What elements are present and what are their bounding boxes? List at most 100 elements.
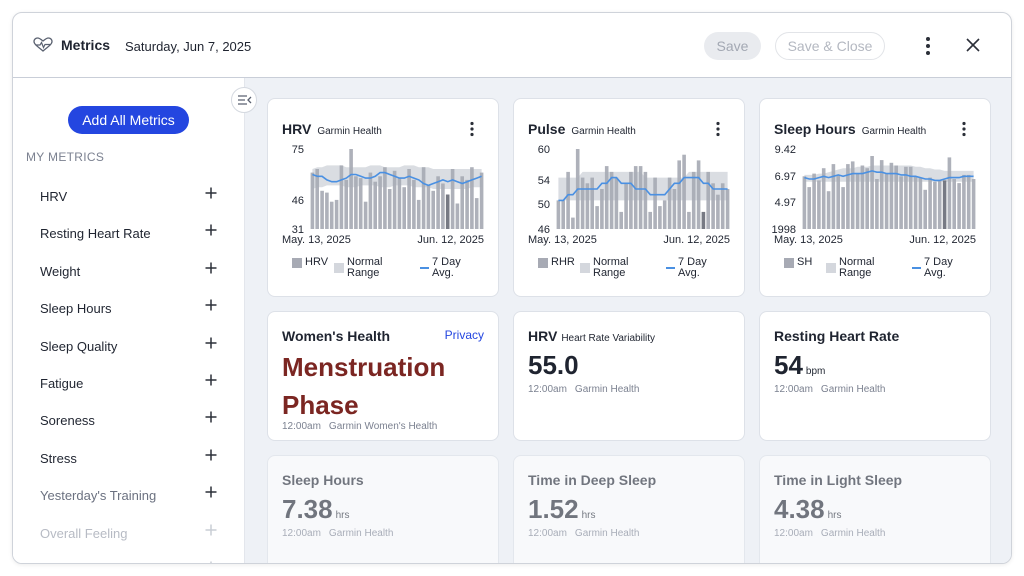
chart-bar <box>441 183 445 229</box>
chart-bar <box>821 168 826 229</box>
sidebar-item[interactable]: Sickness <box>13 552 244 564</box>
chart-bar <box>329 201 334 229</box>
add-all-metrics-button[interactable]: Add All Metrics <box>68 106 189 134</box>
x-start-label: May. 13, 2025 <box>282 234 351 246</box>
card-time: 12:00am <box>774 384 813 395</box>
add-icon[interactable] <box>204 186 218 200</box>
card-title-text: Time in Light Sleep <box>774 472 903 488</box>
legend-range: Normal Range <box>580 257 633 279</box>
add-icon[interactable] <box>204 298 218 312</box>
card-value: 1.52 hrs <box>528 494 596 525</box>
chart-bar <box>937 180 942 229</box>
legend-bar-swatch <box>538 257 548 268</box>
card-source: Garmin Health <box>820 384 886 395</box>
legend-avg-label: 7 Day Avg. <box>432 256 461 279</box>
x-end-label: Jun. 12, 2025 <box>417 234 484 246</box>
add-icon[interactable] <box>204 560 218 564</box>
sidebar-item[interactable]: Soreness <box>13 402 244 439</box>
chart-bar <box>817 180 821 229</box>
sidebar-item[interactable]: Weight <box>13 253 244 290</box>
chart-title: Pulse Garmin Health <box>528 121 636 137</box>
chart-bar <box>875 179 879 229</box>
chart-bar <box>604 166 609 229</box>
chart-bar <box>373 181 377 229</box>
more-vertical-icon[interactable] <box>468 121 476 137</box>
stat-card-deep-sleep[interactable]: Time in Deep Sleep 1.52 hrs 12:00am Garmin… <box>513 455 745 563</box>
more-vertical-icon[interactable] <box>960 121 968 137</box>
x-start-label: May. 13, 2025 <box>774 234 843 246</box>
legend-range: Normal Range <box>334 257 387 279</box>
stat-card-light-sleep[interactable]: Time in Light Sleep 4.38 hrs 12:00am Garmi… <box>759 455 991 563</box>
womens-health-card[interactable]: Women's Health Privacy Menstruation Phas… <box>267 311 499 441</box>
add-icon[interactable] <box>204 336 218 350</box>
more-vertical-icon[interactable] <box>714 121 722 137</box>
sidebar-item[interactable]: Sleep Hours <box>13 290 244 327</box>
chart-bar <box>807 187 811 229</box>
sidebar-item[interactable]: Resting Heart Rate <box>13 215 244 252</box>
sidebar-item[interactable]: Stress <box>13 440 244 477</box>
chart-bar <box>643 171 648 229</box>
sidebar-item-label: Overall Feeling <box>40 525 128 541</box>
chart-bar <box>850 161 855 229</box>
save-button[interactable]: Save <box>704 32 761 60</box>
chart-bar <box>662 200 667 229</box>
legend-range-swatch <box>580 263 590 273</box>
chart-bar <box>387 189 392 229</box>
chart-bar <box>479 172 484 229</box>
chart-bar <box>580 177 585 229</box>
chart-bar <box>836 174 840 229</box>
sidebar-item[interactable]: Fatigue <box>13 365 244 402</box>
legend-range-label: Normal Range <box>839 256 875 279</box>
add-icon[interactable] <box>204 448 218 462</box>
add-icon[interactable] <box>204 485 218 499</box>
card-time: 12:00am <box>282 421 321 432</box>
stat-card-resting-heart-rate[interactable]: Resting Heart Rate 54 bpm 12:00am Garmin H… <box>759 311 991 441</box>
chart-title-text: Sleep Hours <box>774 121 856 137</box>
privacy-link[interactable]: Privacy <box>444 328 484 342</box>
chart-bar <box>392 170 397 229</box>
sidebar-item-label: Yesterday's Training <box>40 488 157 504</box>
chart-bar <box>354 176 358 229</box>
y-tick-label: 60 <box>538 144 550 156</box>
legend-range: Normal Range <box>826 257 879 279</box>
chart-bar <box>590 177 594 229</box>
stat-card-sleep-hours[interactable]: Sleep Hours 7.38 hrs 12:00am Garmin Health <box>267 455 499 563</box>
card-unit: hrs <box>335 510 350 521</box>
heartbeat-icon <box>33 37 53 52</box>
legend-avg: 7 Day Avg. <box>420 257 466 279</box>
sidebar-item[interactable]: Sleep Quality <box>13 328 244 365</box>
close-icon[interactable] <box>965 37 981 53</box>
chart-bar <box>855 173 860 229</box>
more-vertical-icon[interactable] <box>919 35 937 57</box>
add-icon[interactable] <box>204 523 218 537</box>
chart-bar <box>561 200 565 229</box>
sidebar-item[interactable]: HRV <box>13 178 244 215</box>
chart-bar <box>614 177 619 229</box>
add-icon[interactable] <box>204 223 218 237</box>
card-value-number: 7.38 <box>282 494 333 524</box>
chart-bar <box>339 165 344 229</box>
chart-bar <box>706 171 710 229</box>
sidebar-item[interactable]: Overall Feeling <box>13 515 244 552</box>
sidebar-item-label: Fatigue <box>40 376 84 391</box>
add-icon[interactable] <box>204 410 218 424</box>
add-icon[interactable] <box>204 373 218 387</box>
chart-bar <box>653 177 657 229</box>
chart-bar <box>629 171 633 229</box>
chart-bar <box>913 176 918 229</box>
stat-card-hrv[interactable]: HRV Heart Rate Variability 55.0 12:00am Ga… <box>513 311 745 441</box>
chart-bar <box>889 162 894 229</box>
legend-avg-label: 7 Day Avg. <box>678 256 707 279</box>
page-date: Saturday, Jun 7, 2025 <box>125 39 252 54</box>
chart-bar <box>633 166 638 229</box>
legend-bar-label: RHR <box>551 256 575 268</box>
add-icon[interactable] <box>204 261 218 275</box>
chart-bar <box>942 180 947 229</box>
chart-bar <box>908 166 913 229</box>
legend-bar-swatch <box>292 257 302 268</box>
card-time: 12:00am <box>282 528 321 539</box>
chart-bar <box>802 176 807 229</box>
sidebar-item[interactable]: Yesterday's Training <box>13 477 244 514</box>
save-close-button[interactable]: Save & Close <box>775 32 885 60</box>
collapse-sidebar-button[interactable] <box>231 87 257 113</box>
